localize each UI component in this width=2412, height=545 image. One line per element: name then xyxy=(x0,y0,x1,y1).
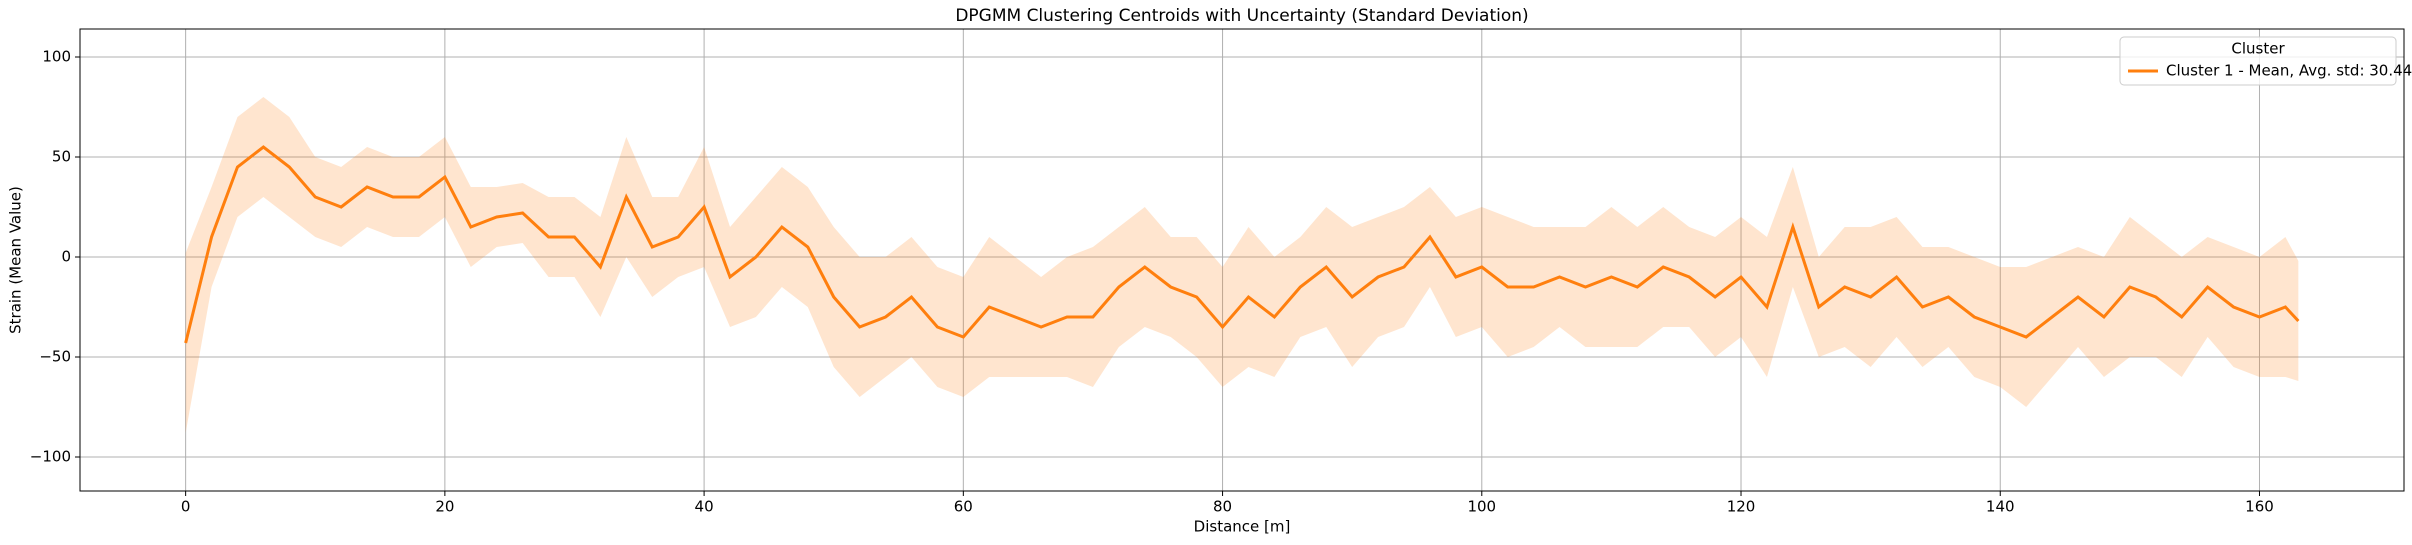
y-tick-label: 0 xyxy=(61,248,71,266)
x-axis-label: Distance [m] xyxy=(1194,518,1291,536)
x-tick-label: 20 xyxy=(435,498,454,516)
plot-frame xyxy=(79,28,2405,492)
x-tick-label: 140 xyxy=(1986,498,2015,516)
y-tick-label: 50 xyxy=(52,148,71,166)
chart-title: DPGMM Clustering Centroids with Uncertai… xyxy=(955,6,1528,26)
y-tick-label: −100 xyxy=(30,448,71,466)
uncertainty-band xyxy=(185,97,2299,433)
legend-title: Cluster xyxy=(2231,40,2285,58)
y-tick-label: 100 xyxy=(42,48,71,66)
y-axis-label: Strain (Mean Value) xyxy=(7,186,25,334)
x-tick-label: 60 xyxy=(954,498,973,516)
legend-label: Cluster 1 - Mean, Avg. std: 30.44 xyxy=(2166,62,2412,80)
y-tick-label: −50 xyxy=(39,348,71,366)
x-tick-label: 100 xyxy=(1467,498,1496,516)
legend-box xyxy=(2119,36,2397,86)
x-tick-label: 80 xyxy=(1213,498,1232,516)
grid xyxy=(80,29,2404,491)
x-tick-label: 0 xyxy=(181,498,191,516)
x-tick-label: 120 xyxy=(1727,498,1756,516)
mean-line xyxy=(184,145,2300,344)
x-tick-label: 160 xyxy=(2245,498,2274,516)
x-tick-label: 40 xyxy=(695,498,714,516)
